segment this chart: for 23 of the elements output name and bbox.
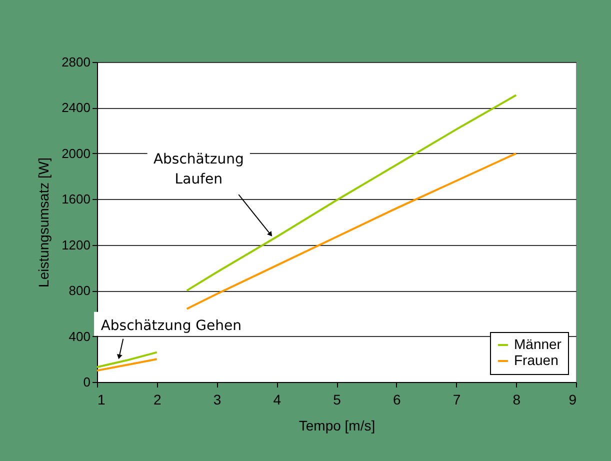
y-tick-label: 2800	[62, 54, 90, 70]
x-tick-label: 8	[512, 392, 521, 408]
y-tick-label: 400	[68, 328, 90, 344]
x-tick-label: 3	[213, 392, 222, 408]
x-tick-label: 4	[273, 392, 282, 408]
legend-label: Männer	[514, 336, 562, 352]
annotation: Abschätzung Laufen	[153, 152, 244, 188]
x-axis-title: Tempo [m/s]	[298, 418, 376, 434]
y-tick-label: 2400	[62, 100, 90, 116]
annotation: Abschätzung Gehen	[100, 318, 242, 334]
y-tick-label: 800	[68, 283, 90, 298]
y-axis-title: Leistungsumsatz [W]	[36, 158, 52, 288]
x-tick-label: 7	[452, 392, 461, 408]
x-tick-label: 6	[392, 392, 401, 408]
y-tick-label: 2000	[62, 146, 90, 161]
x-tick-label: 1	[98, 392, 106, 408]
y-tick-label: 1600	[62, 192, 90, 207]
legend-label: Frauen	[514, 352, 558, 368]
y-tick-label: 1200	[62, 237, 90, 252]
y-tick-label: 0	[83, 374, 90, 390]
x-tick-label: 5	[333, 392, 342, 408]
x-tick-label: 9	[568, 392, 577, 408]
x-tick-label: 2	[153, 392, 162, 408]
